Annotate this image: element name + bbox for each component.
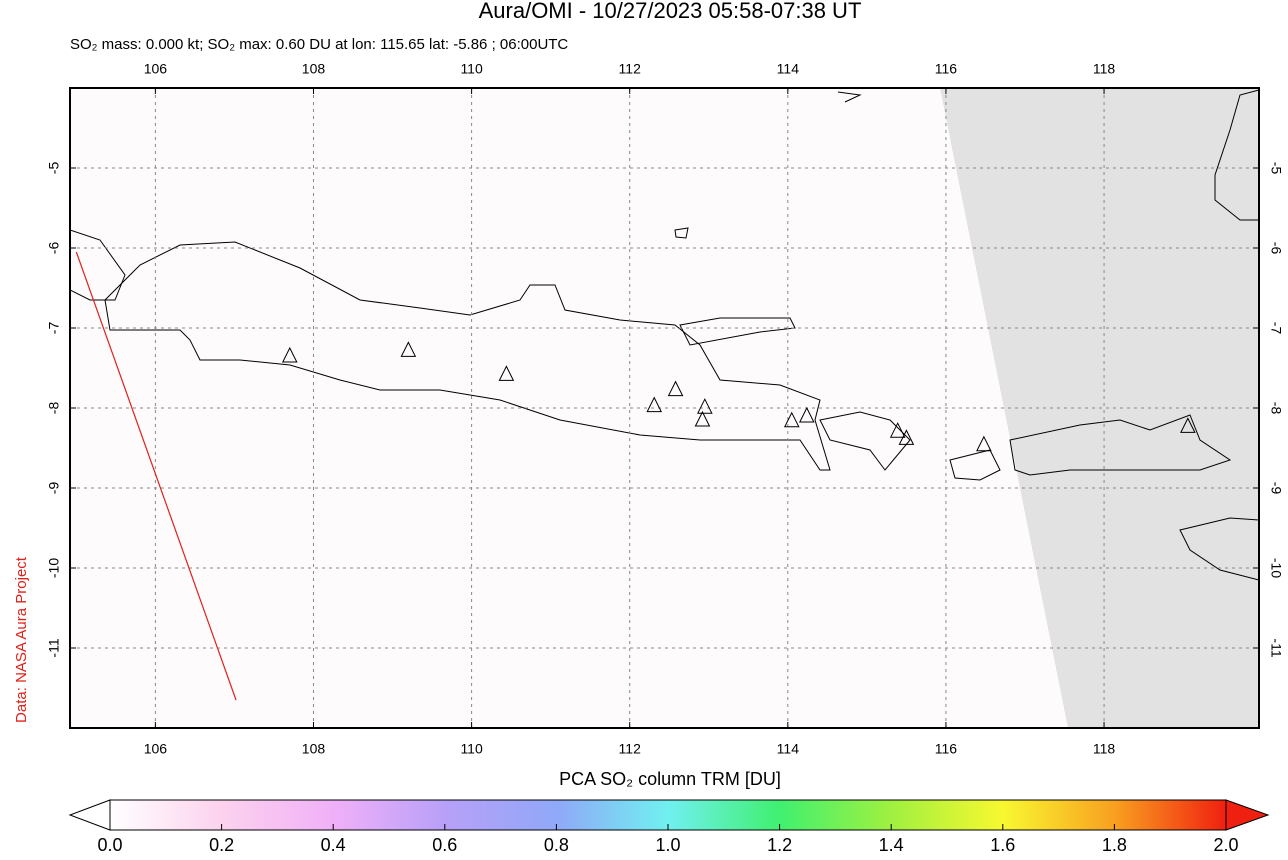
x-tick-label: 108 [302,61,326,77]
colorbar-extend-low [68,799,111,831]
orbit-track [75,251,237,701]
x-tick-label: 110 [460,741,483,757]
y-tick-label: -7 [1268,322,1284,335]
title: Aura/OMI - 10/27/2023 05:58-07:38 UT [479,0,862,23]
colorbar-extend-high [1225,799,1270,831]
x-tick-label: 118 [1093,61,1116,77]
x-tick-label: 116 [935,61,958,77]
colorbar-tick-label: 0.2 [209,835,234,855]
coastline [679,317,796,346]
volcano-marker [697,398,713,414]
x-tick-label: 106 [144,741,168,757]
x-tick-label: 114 [777,741,800,757]
x-tick-label: 112 [619,61,642,77]
volcano-marker [498,365,515,381]
coastline [674,227,689,239]
x-tick-label: 108 [302,741,326,757]
subtitle: SO₂ mass: 0.000 kt; SO₂ max: 0.60 DU at … [70,36,568,53]
colorbar-tick-label: 0.4 [321,835,346,855]
colorbar-tick-label: 0.0 [97,835,122,855]
colorbar-tick-label: 1.2 [767,835,792,855]
volcano-marker [667,380,684,397]
y-tick-label: -9 [1268,482,1284,495]
coastline [1214,89,1259,221]
colorbar-tick-label: 0.8 [544,835,569,855]
y-tick-label: -6 [1268,242,1284,255]
volcano-marker [898,429,915,445]
x-tick-label: 116 [935,741,958,757]
volcano-marker [281,346,298,363]
y-tick-label: -6 [46,242,62,255]
volcano-marker [694,410,711,427]
coastline [837,91,862,103]
x-tick-label: 112 [619,741,642,757]
colorbar-label: PCA SO₂ column TRM [DU] [559,769,781,789]
y-tick-label: -10 [46,558,62,578]
coastline [70,229,126,301]
colorbar-tick-label: 1.4 [879,835,904,855]
y-tick-label: -8 [46,402,62,415]
volcano-marker [783,411,800,428]
coastline [104,241,831,471]
volcano-marker [889,422,906,438]
coastline [819,411,911,471]
side-label: Data: NASA Aura Project [13,556,30,723]
coastline [949,449,1001,481]
y-tick-label: -7 [46,322,62,335]
x-tick-label: 118 [1093,741,1116,757]
x-tick-label: 114 [777,61,800,77]
colorbar-tick-label: 1.6 [990,835,1015,855]
colorbar-tick-label: 1.0 [655,835,680,855]
colorbar-tick-label: 2.0 [1213,835,1238,855]
y-tick-label: -5 [1268,162,1284,175]
y-tick-label: -11 [46,638,62,657]
volcano-marker [646,396,663,413]
volcano-marker [1180,417,1196,433]
y-tick-label: -11 [1268,638,1284,657]
x-tick-label: 110 [460,61,483,77]
y-tick-label: -8 [1268,402,1284,415]
x-tick-label: 106 [144,61,168,77]
coastline [1179,517,1259,581]
volcano-marker [976,435,992,452]
y-tick-label: -5 [46,162,62,175]
y-tick-label: -9 [46,482,62,495]
colorbar-tick-label: 0.6 [432,835,457,855]
coastline [1009,414,1232,476]
volcano-marker [400,341,417,357]
colorbar-tick-label: 1.8 [1102,835,1127,855]
volcano-marker [798,406,815,423]
y-tick-label: -10 [1268,558,1284,578]
